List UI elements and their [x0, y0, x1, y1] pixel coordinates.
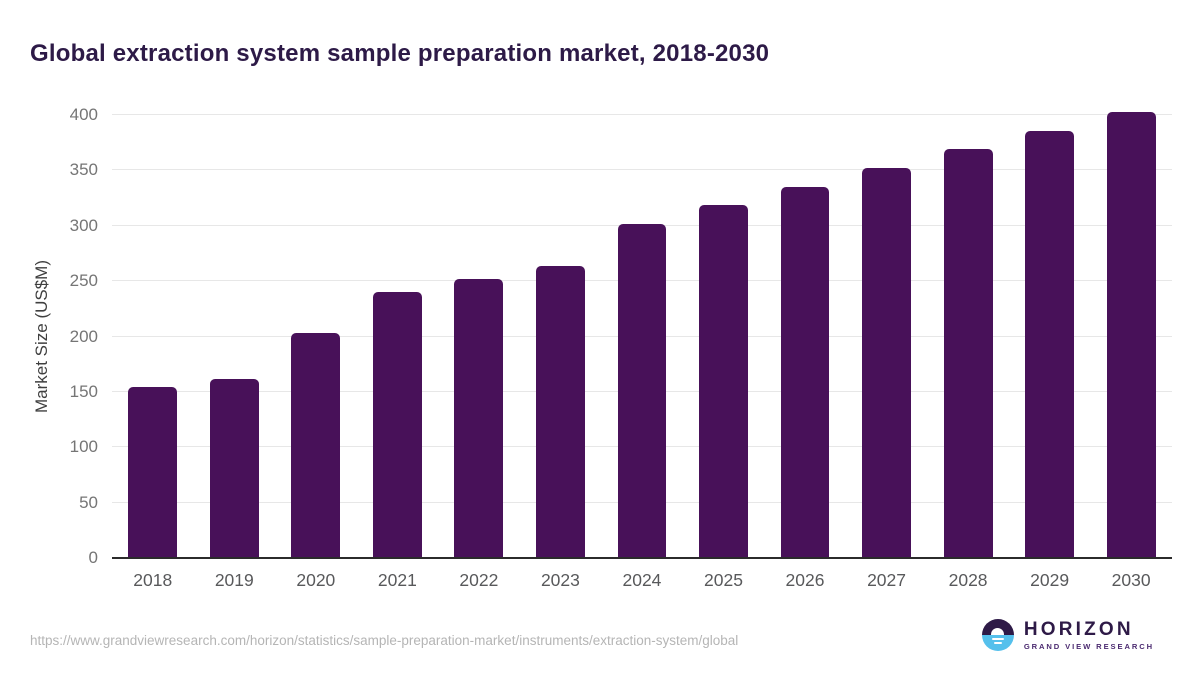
bar-slot-2026	[764, 115, 846, 558]
x-tick-label-2030: 2030	[1111, 570, 1151, 590]
y-tick-label-0: 0	[88, 548, 98, 567]
bar-2021	[372, 292, 422, 558]
bar-slot-2029	[1009, 115, 1091, 558]
bar-slot-2028	[927, 115, 1009, 558]
x-tick-label-2020: 2020	[296, 570, 336, 590]
bar-slot-2021	[357, 115, 439, 558]
y-tick-label-150: 150	[69, 381, 98, 401]
x-tick-label-2021: 2021	[377, 570, 417, 590]
x-tick-label-2022: 2022	[459, 570, 499, 590]
bar-slot-2027	[846, 115, 928, 558]
bar-2029	[1025, 130, 1075, 558]
bar-2030	[1106, 111, 1156, 558]
bar-slot-2030	[1090, 111, 1172, 558]
y-tick-label-400: 400	[69, 105, 98, 124]
logo-tagline: GRAND VIEW RESEARCH	[1023, 641, 1154, 651]
x-axis-labels: 2018 2019 2020 2021 2022 2023 2024 2025 2026 2027…	[112, 570, 1172, 591]
bar-2027	[862, 168, 911, 558]
source-url: https://www.grandviewresearch.com/horizo…	[30, 633, 739, 648]
bar-2020	[291, 333, 341, 558]
y-tick-label-200: 200	[69, 326, 98, 346]
x-tick-label-2018: 2018	[133, 570, 173, 590]
bar-slot-2023	[520, 115, 602, 558]
footer: https://www.grandviewresearch.com/horizo…	[0, 613, 1200, 675]
page-title: Global extraction system sample preparat…	[30, 40, 770, 68]
x-tick-label-2027: 2027	[867, 570, 907, 590]
y-tick-label-300: 300	[69, 215, 98, 235]
bar-2025	[699, 204, 748, 558]
x-tick-label-2024: 2024	[622, 570, 662, 590]
horizon-logo-icon	[981, 619, 1014, 651]
bar-slot-2018	[112, 115, 194, 558]
logo-brand: HORIZON	[1023, 618, 1134, 640]
x-axis-line	[112, 557, 1172, 559]
bar-2018	[128, 387, 178, 558]
bar-2026	[780, 187, 830, 558]
logo-text: HORIZON GRAND VIEW RESEARCH	[1024, 620, 1154, 651]
bar-slot-2020	[275, 115, 357, 558]
bar-slot-2024	[601, 115, 683, 558]
x-tick-label-2029: 2029	[1030, 570, 1070, 590]
y-tick-label-250: 250	[69, 271, 98, 291]
horizon-logo: HORIZON GRAND VIEW RESEARCH	[981, 619, 1154, 651]
bar-2023	[535, 265, 585, 558]
gridline-350	[112, 169, 1172, 171]
gridline-400	[112, 114, 1172, 115]
x-tick-label-2019: 2019	[214, 570, 254, 590]
x-tick-label-2023: 2023	[540, 570, 580, 590]
bar-slot-2022	[438, 115, 520, 558]
x-tick-label-2028: 2028	[948, 570, 988, 590]
bar-2019	[209, 378, 259, 558]
y-tick-label-50: 50	[79, 492, 98, 512]
bar-2028	[943, 149, 993, 558]
bars-row	[112, 111, 1172, 558]
bar-slot-2019	[194, 115, 276, 558]
x-tick-label-2026: 2026	[785, 570, 825, 590]
bar-2024	[617, 223, 667, 558]
logo-sky-half	[981, 619, 1014, 635]
logo-reflection-line	[993, 641, 1002, 644]
y-tick-label-100: 100	[69, 437, 98, 457]
bar-2022	[454, 278, 504, 558]
plot-area: 0 50 100 150 200 250 300 350 400	[70, 106, 1172, 566]
x-tick-label-2025: 2025	[704, 570, 743, 590]
y-tick-label-350: 350	[69, 160, 98, 180]
logo-sun-icon	[991, 628, 1005, 635]
bar-slot-2025	[683, 115, 765, 558]
logo-reflection-line	[991, 637, 1004, 640]
